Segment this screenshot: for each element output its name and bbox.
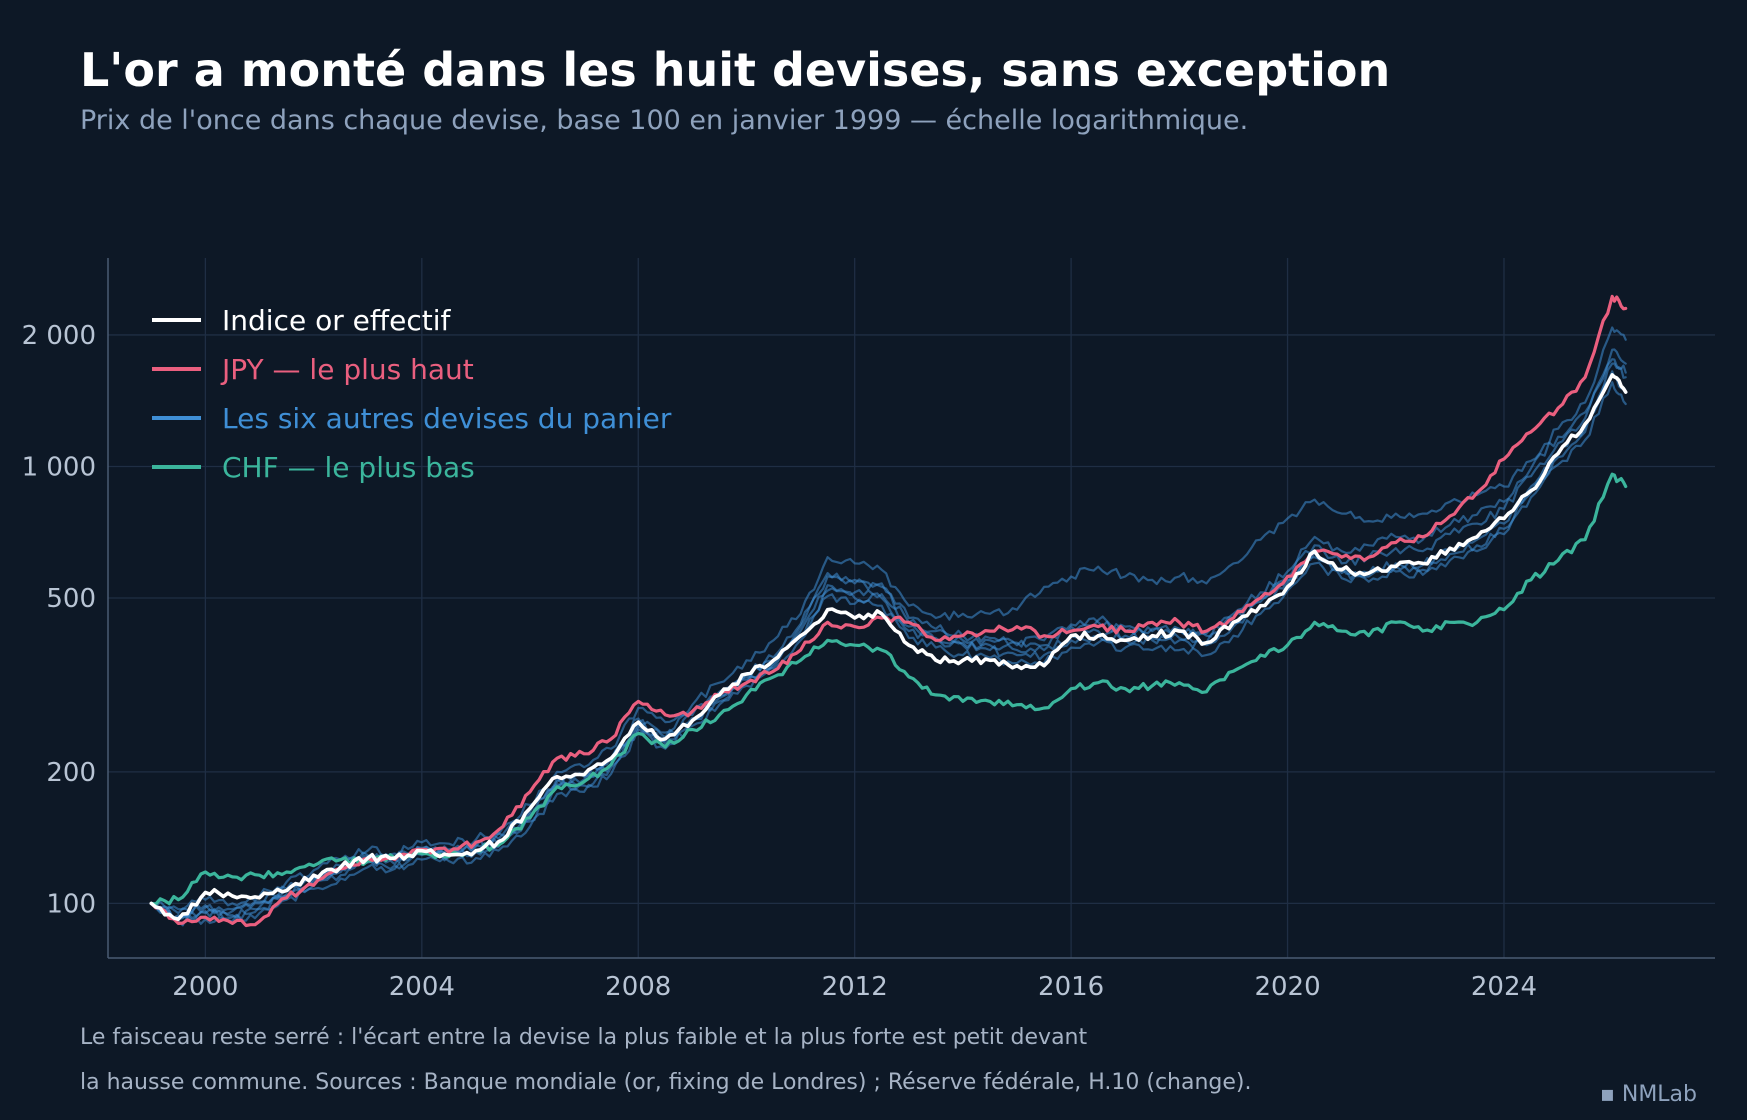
series-lines <box>149 294 1628 928</box>
legend-label: Indice or effectif <box>222 304 452 337</box>
chart-subtitle: Prix de l'once dans chaque devise, base … <box>80 105 1248 136</box>
y-tick-label: 2 000 <box>22 321 96 351</box>
legend: Indice or effectif JPY — le plus haut Les … <box>152 304 672 484</box>
legend-label: CHF — le plus bas <box>222 451 475 484</box>
series-line-other-2 <box>150 362 1627 921</box>
series-line-jpy <box>149 294 1628 928</box>
legend-label: Les six autres devises du panier <box>222 402 672 435</box>
chart-title: L'or a monté dans les huit devises, sans… <box>80 43 1390 97</box>
footnote-line-1: Le faisceau reste serré : l'écart entre … <box>80 1025 1087 1050</box>
y-tick-label: 200 <box>46 758 96 788</box>
x-tick-label: 2016 <box>1038 972 1104 1002</box>
x-tick-label: 2008 <box>605 972 671 1002</box>
x-tick-label: 2024 <box>1471 972 1537 1002</box>
series-line-other-4 <box>150 358 1627 915</box>
footnote-line-2: la hausse commune. Sources : Banque mond… <box>80 1070 1252 1095</box>
brand-logo: ▪ NMLab <box>1600 1082 1697 1107</box>
legend-label: JPY — le plus haut <box>220 353 474 386</box>
x-tick-label: 2020 <box>1254 972 1320 1002</box>
x-tick-label: 2000 <box>172 972 238 1002</box>
axes: 2000 2004 2008 2012 2016 2020 2024 100 200 500 1 0… <box>22 258 1715 1002</box>
y-tick-label: 100 <box>46 889 96 919</box>
x-tick-label: 2004 <box>389 972 455 1002</box>
series-line-chf <box>149 472 1628 906</box>
y-tick-label: 500 <box>46 584 96 614</box>
x-tick-label: 2012 <box>822 972 888 1002</box>
series-line-index-effective <box>149 373 1628 921</box>
y-tick-label: 1 000 <box>22 452 96 482</box>
grid <box>108 258 1715 958</box>
